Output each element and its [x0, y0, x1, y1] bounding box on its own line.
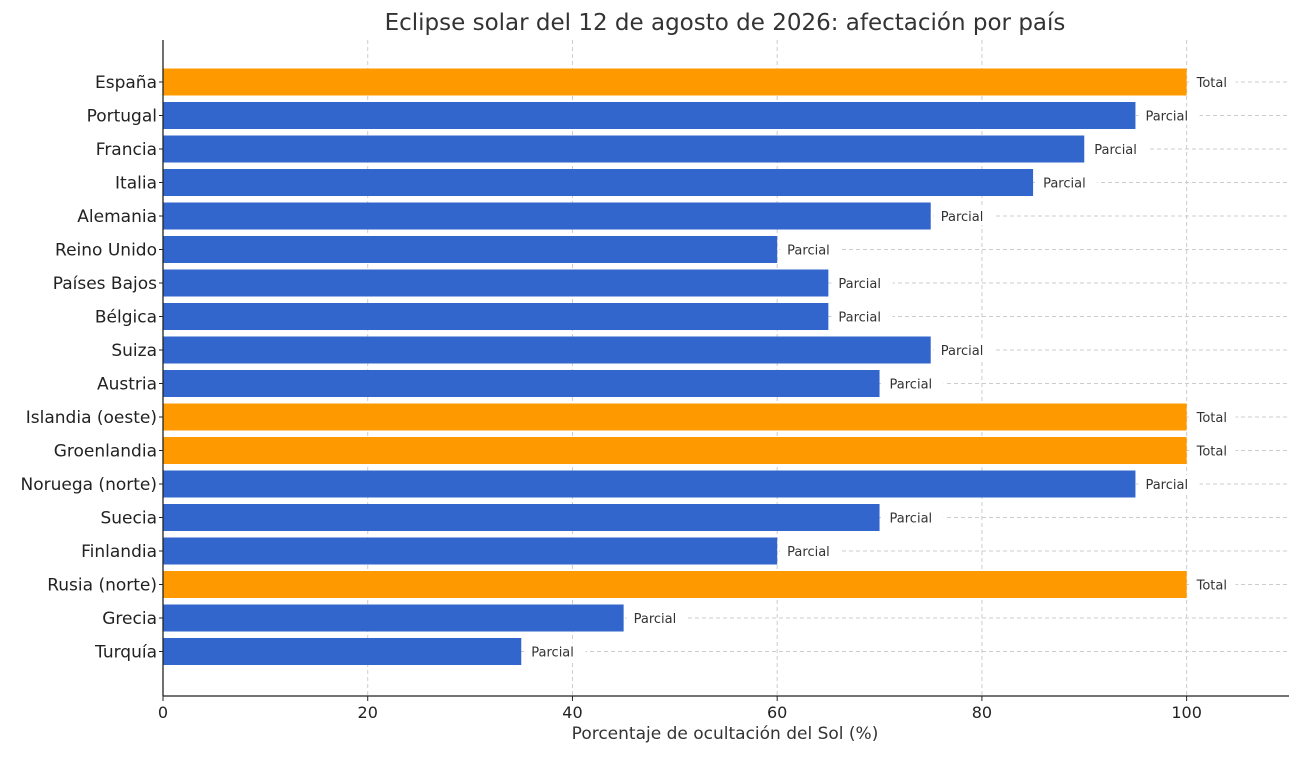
x-tick-label: 60 [767, 703, 787, 722]
bar-1 [163, 604, 624, 632]
data-label-8: Parcial [890, 378, 933, 393]
category-labels: Turquía Grecia Rusia (norte) Finlandia Sueci… [20, 73, 163, 663]
data-label-bg [1138, 106, 1200, 125]
bar-8 [163, 370, 880, 397]
data-label-11: Parcial [838, 277, 881, 292]
category-label-8: Austria [97, 375, 157, 395]
data-label-bg [1189, 441, 1236, 460]
category-label-1: Grecia [102, 609, 157, 629]
data-label-bg [831, 307, 893, 326]
x-tick-label: 0 [158, 703, 168, 722]
data-label-0: Parcial [531, 646, 574, 661]
bar-15 [163, 135, 1085, 163]
data-label-bg [1189, 73, 1236, 91]
data-label-1: Parcial [634, 612, 677, 627]
data-label-4: Parcial [890, 512, 933, 527]
x-axis-title: Porcentaje de ocultación del Sol (%) [572, 724, 879, 744]
category-label-11: Países Bajos [53, 274, 157, 294]
category-label-3: Finlandia [81, 542, 157, 562]
x-tick-label: 100 [1171, 703, 1202, 722]
bar-2 [163, 571, 1187, 598]
data-label-bg [882, 508, 944, 527]
data-label-6: Total [1196, 445, 1227, 460]
data-label-bg [1189, 575, 1236, 594]
x-tick-labels: 0 20 40 60 80 100 [158, 696, 1202, 722]
bar-13 [163, 202, 931, 230]
data-label-bg [524, 642, 586, 661]
data-labels: Parcial Parcial Total Parcial Parcial Parcial… [524, 73, 1236, 661]
category-label-7: Islandia (oeste) [26, 408, 157, 428]
data-label-bg [780, 240, 842, 259]
x-tick-label: 20 [358, 703, 378, 722]
bar-4 [163, 504, 880, 531]
category-label-14: Italia [115, 174, 157, 194]
category-label-10: Bélgica [95, 308, 157, 328]
bar-3 [163, 537, 778, 565]
data-label-2: Total [1196, 579, 1227, 594]
bar-11 [163, 269, 829, 297]
category-label-16: Portugal [87, 107, 157, 127]
category-label-0: Turquía [94, 643, 157, 663]
category-label-6: Groenlandia [54, 442, 157, 462]
bar-16 [163, 102, 1136, 129]
data-label-bg [933, 207, 995, 225]
data-label-13: Parcial [941, 210, 984, 225]
bar-5 [163, 470, 1136, 498]
data-label-12: Parcial [787, 244, 830, 259]
data-label-bg [933, 341, 995, 359]
bar-12 [163, 236, 778, 263]
bar-7 [163, 403, 1187, 431]
bar-10 [163, 303, 829, 330]
data-label-bg [882, 374, 944, 393]
category-label-5: Noruega (norte) [20, 475, 157, 495]
data-label-17: Total [1196, 76, 1227, 91]
category-label-9: Suiza [111, 341, 157, 361]
bars [163, 68, 1187, 665]
data-label-bg [831, 274, 893, 292]
category-label-15: Francia [96, 140, 157, 160]
data-label-10: Parcial [838, 311, 881, 326]
data-label-bg [1087, 140, 1149, 158]
data-label-bg [1138, 475, 1200, 493]
bar-17 [163, 68, 1187, 96]
category-label-12: Reino Unido [55, 241, 157, 261]
category-label-4: Suecia [100, 509, 157, 529]
data-label-bg [626, 609, 688, 627]
data-label-15: Parcial [1094, 143, 1137, 158]
data-label-bg [1189, 408, 1236, 426]
x-tick-label: 40 [562, 703, 582, 722]
bar-0 [163, 638, 522, 665]
data-label-16: Parcial [1145, 110, 1188, 125]
data-label-3: Parcial [787, 545, 830, 560]
chart-title: Eclipse solar del 12 de agosto de 2026: … [385, 10, 1066, 36]
data-label-7: Total [1196, 411, 1227, 426]
category-label-2: Rusia (norte) [47, 576, 157, 596]
bar-9 [163, 336, 931, 364]
data-label-bg [1036, 173, 1098, 192]
category-label-17: España [95, 73, 157, 93]
data-label-bg [780, 542, 842, 560]
data-label-14: Parcial [1043, 177, 1086, 192]
category-label-13: Alemania [77, 207, 157, 227]
bar-14 [163, 169, 1034, 196]
data-label-9: Parcial [941, 344, 984, 359]
bar-6 [163, 437, 1187, 464]
x-tick-label: 80 [972, 703, 992, 722]
data-label-5: Parcial [1145, 478, 1188, 493]
